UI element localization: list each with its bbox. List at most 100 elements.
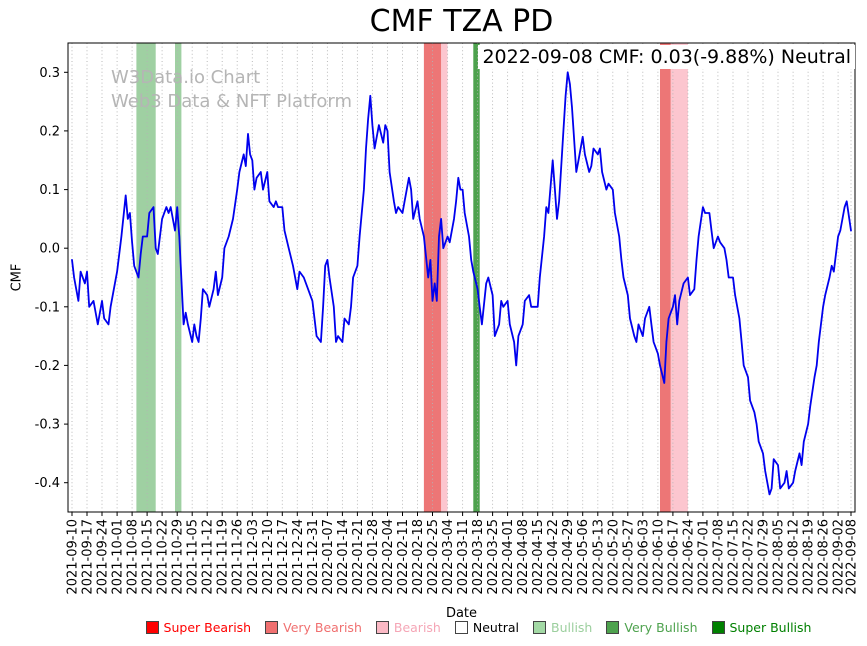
x-tick-label: 2021-10-01 bbox=[111, 519, 126, 595]
legend-item-neutral: Neutral bbox=[454, 620, 519, 635]
x-tick-label: 2022-08-05 bbox=[772, 519, 787, 595]
cmf-line-series bbox=[71, 71, 852, 496]
x-tick-label: 2022-09-02 bbox=[832, 519, 847, 595]
x-tick-label: 2022-07-08 bbox=[711, 519, 726, 595]
legend-swatch-super-bearish bbox=[145, 621, 159, 634]
x-tick-label: 2021-10-22 bbox=[156, 519, 171, 595]
legend-label-super-bearish: Super Bearish bbox=[163, 620, 252, 635]
x-tick-label: 2022-05-27 bbox=[621, 519, 636, 595]
x-tick-label: 2022-08-12 bbox=[787, 519, 802, 595]
signal-band-bullish bbox=[175, 43, 182, 512]
x-tick-label: 2021-09-10 bbox=[66, 519, 81, 595]
x-tick-label: 2022-06-10 bbox=[651, 519, 666, 595]
x-tick-label: 2021-12-17 bbox=[276, 519, 291, 595]
x-tick-label: 2022-03-18 bbox=[471, 519, 486, 595]
x-tick-label: 2021-11-05 bbox=[186, 519, 201, 595]
legend-swatch-super-bullish bbox=[711, 621, 725, 634]
legend-label-bearish: Bearish bbox=[393, 620, 441, 635]
legend: Super Bearish Very Bearish Bearish Neutral B… bbox=[90, 620, 867, 635]
legend-swatch-neutral bbox=[454, 621, 468, 634]
x-tick-label: 2022-01-28 bbox=[366, 519, 381, 595]
chart-title: CMF TZA PD bbox=[369, 4, 554, 39]
x-tick-label: 2022-06-24 bbox=[681, 519, 696, 595]
x-tick-label: 2022-03-11 bbox=[456, 519, 471, 595]
x-tick-label: 2022-07-22 bbox=[742, 519, 757, 595]
x-tick-label: 2022-01-07 bbox=[321, 519, 336, 595]
x-tick-label: 2022-04-08 bbox=[516, 519, 531, 595]
x-tick-label: 2022-04-15 bbox=[531, 519, 546, 595]
x-tick-label: 2021-09-24 bbox=[96, 519, 111, 595]
y-tick-label: 0.3 bbox=[39, 66, 60, 81]
legend-item-very-bullish: Very Bullish bbox=[606, 620, 698, 635]
legend-label-very-bearish: Very Bearish bbox=[283, 620, 362, 635]
x-tick-label: 2021-11-26 bbox=[231, 519, 246, 595]
x-tick-label: 2021-10-08 bbox=[126, 519, 141, 595]
y-tick-label: -0.4 bbox=[35, 476, 60, 491]
legend-item-bearish: Bearish bbox=[375, 620, 441, 635]
signal-band-bearish bbox=[441, 43, 448, 512]
x-tick-label: 2021-11-12 bbox=[201, 519, 216, 595]
legend-swatch-bearish bbox=[375, 621, 389, 634]
legend-label-bullish: Bullish bbox=[551, 620, 593, 635]
x-tick-label: 2021-11-19 bbox=[216, 519, 231, 595]
legend-swatch-very-bearish bbox=[265, 621, 279, 634]
x-tick-label: 2022-04-29 bbox=[561, 519, 576, 595]
legend-label-super-bullish: Super Bullish bbox=[729, 620, 812, 635]
latest-value-annotation: 2022-09-08 CMF: 0.03(-9.88%) Neutral bbox=[478, 45, 855, 69]
legend-label-very-bullish: Very Bullish bbox=[624, 620, 698, 635]
watermark-line2: Web3 Data & NFT Platform bbox=[111, 91, 353, 112]
signal-band-bullish bbox=[136, 43, 156, 512]
x-axis-label: Date bbox=[445, 606, 478, 621]
x-tick-label: 2021-12-24 bbox=[291, 519, 306, 595]
x-tick-label: 2021-10-29 bbox=[171, 519, 186, 595]
x-tick-label: 2021-12-31 bbox=[306, 519, 321, 595]
x-tick-label: 2022-06-03 bbox=[636, 519, 651, 595]
x-tick-label: 2022-02-18 bbox=[411, 519, 426, 595]
legend-label-neutral: Neutral bbox=[472, 620, 519, 635]
x-tick-label: 2022-06-17 bbox=[666, 519, 681, 595]
x-tick-label: 2022-02-11 bbox=[396, 519, 411, 595]
legend-item-super-bullish: Super Bullish bbox=[711, 620, 812, 635]
y-tick-label: -0.2 bbox=[35, 359, 60, 374]
signal-band-very-bullish bbox=[473, 43, 480, 512]
x-tick-label: 2021-10-15 bbox=[141, 519, 156, 595]
watermark-line1: W3Data.io Chart bbox=[111, 67, 261, 88]
signal-band-very-bearish bbox=[660, 43, 671, 512]
y-tick-label: -0.1 bbox=[35, 300, 60, 315]
signal-band-bearish bbox=[670, 43, 688, 512]
x-tick-label: 2022-09-08 bbox=[845, 519, 860, 595]
x-tick-label: 2022-05-06 bbox=[576, 519, 591, 595]
x-tick-label: 2022-03-04 bbox=[441, 519, 456, 595]
x-tick-label: 2022-01-21 bbox=[351, 519, 366, 595]
x-tick-label: 2022-04-22 bbox=[546, 519, 561, 595]
legend-item-bullish: Bullish bbox=[533, 620, 592, 635]
legend-swatch-very-bullish bbox=[606, 621, 620, 634]
legend-item-super-bearish: Super Bearish bbox=[145, 620, 252, 635]
x-tick-label: 2022-02-25 bbox=[426, 519, 441, 595]
legend-swatch-bullish bbox=[533, 621, 546, 634]
y-tick-label: -0.3 bbox=[35, 418, 60, 433]
x-tick-label: 2022-05-20 bbox=[606, 519, 621, 595]
x-tick-label: 2021-09-17 bbox=[81, 519, 96, 595]
legend-item-very-bearish: Very Bearish bbox=[265, 620, 362, 635]
plot-frame bbox=[67, 42, 856, 513]
x-tick-label: 2021-12-03 bbox=[246, 519, 261, 595]
watermark: W3Data.io Chart Web3 Data & NFT Platform bbox=[111, 66, 352, 114]
x-tick-label: 2022-01-14 bbox=[336, 519, 351, 595]
x-tick-label: 2022-07-01 bbox=[696, 519, 711, 595]
x-tick-label: 2022-03-25 bbox=[486, 519, 501, 595]
x-tick-label: 2022-07-15 bbox=[727, 519, 742, 595]
x-tick-label: 2022-07-29 bbox=[757, 519, 772, 595]
x-tick-label: 2022-05-13 bbox=[591, 519, 606, 595]
x-tick-label: 2021-12-10 bbox=[261, 519, 276, 595]
x-tick-label: 2022-02-04 bbox=[381, 519, 396, 595]
x-tick-label: 2022-08-26 bbox=[817, 519, 832, 595]
y-tick-label: 0.0 bbox=[39, 242, 60, 257]
x-tick-label: 2022-04-01 bbox=[501, 519, 516, 595]
y-tick-label: 0.1 bbox=[39, 183, 60, 198]
y-tick-label: 0.2 bbox=[39, 124, 60, 139]
x-tick-label: 2022-08-19 bbox=[802, 519, 817, 595]
y-axis-label: CMF bbox=[9, 263, 25, 292]
